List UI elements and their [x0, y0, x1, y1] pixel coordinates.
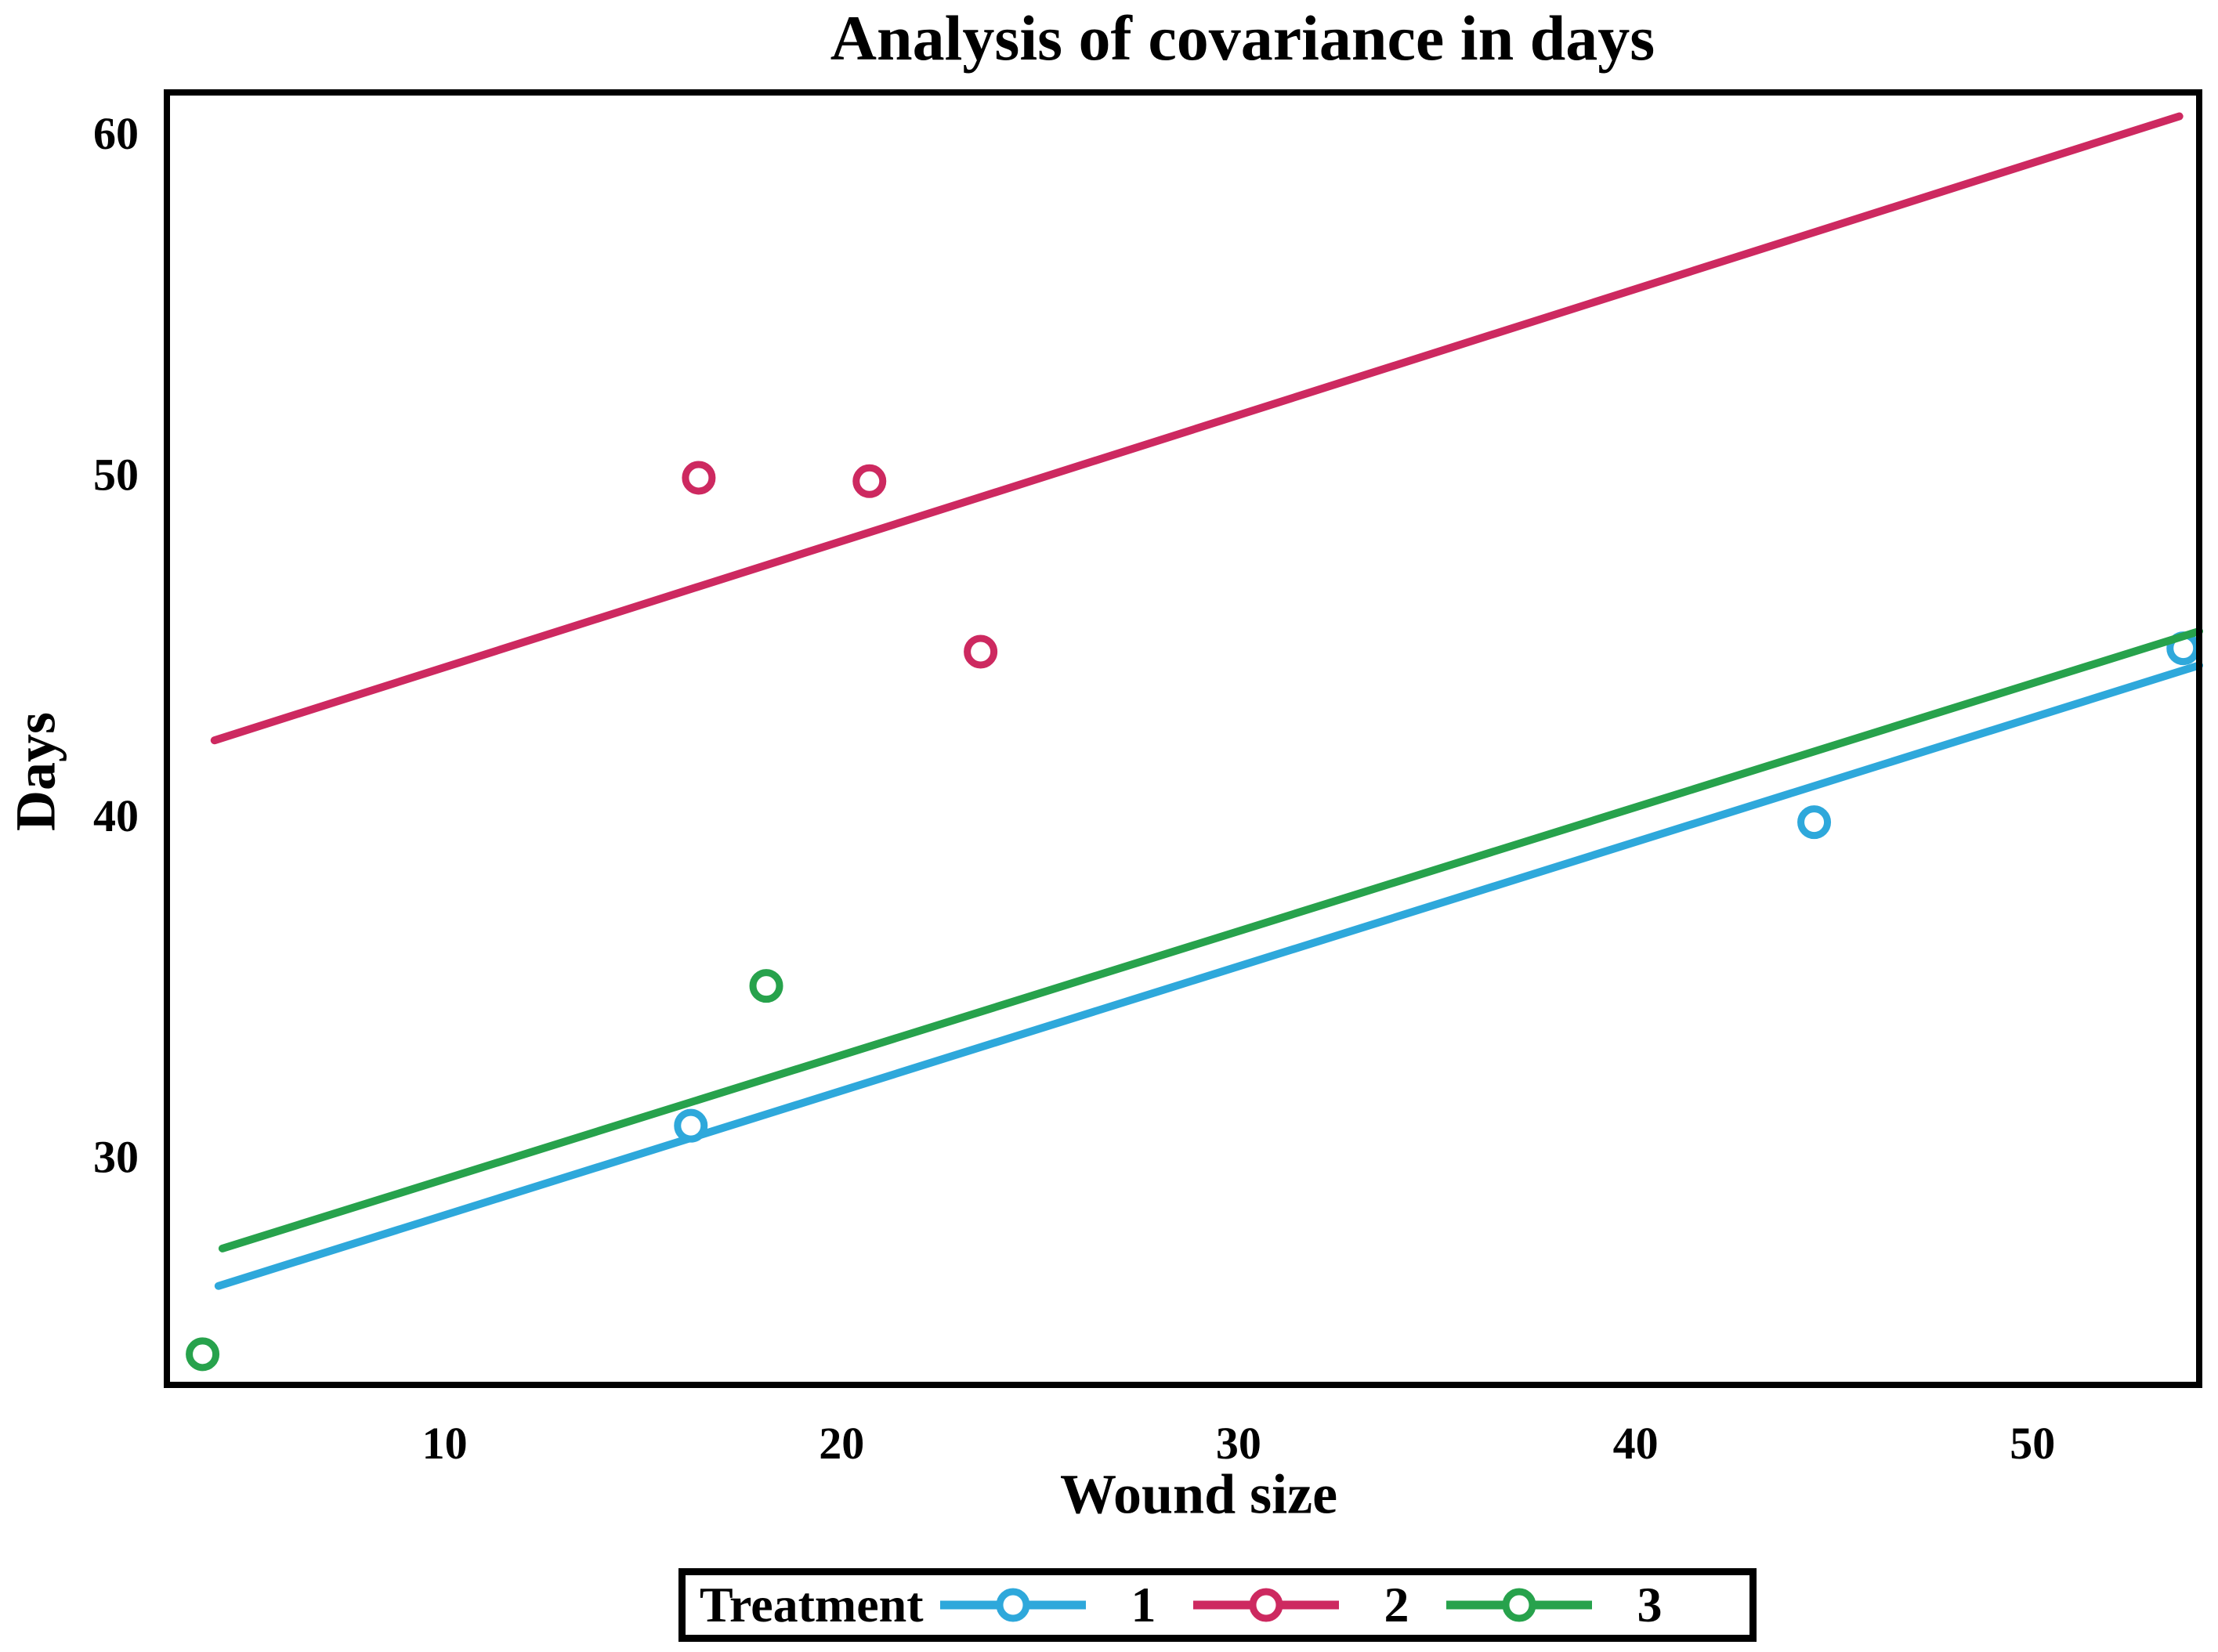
- regression-line-treatment-3: [218, 627, 2203, 1253]
- y-tick-label-60: 60: [93, 108, 139, 159]
- legend-circle-treatment-3: [1502, 1588, 1536, 1622]
- legend-label-treatment-1: 1: [1131, 1577, 1156, 1632]
- legend-label-treatment-2: 2: [1384, 1577, 1409, 1632]
- data-point-treatment-3: [749, 969, 783, 1003]
- data-point-treatment-2: [964, 634, 998, 669]
- chart-title: Analysis of covariance in days: [830, 2, 1655, 74]
- legend-title: Treatment: [700, 1577, 924, 1632]
- x-axis-label: Wound size: [1059, 1462, 1338, 1526]
- plot-background: [167, 92, 2199, 1385]
- legend-circle-treatment-2: [1249, 1588, 1283, 1622]
- data-point-treatment-3: [186, 1337, 220, 1372]
- data-point-treatment-1: [674, 1108, 708, 1143]
- y-tick-label-40: 40: [93, 790, 139, 841]
- x-tick-label-40: 40: [1613, 1418, 1659, 1469]
- data-point-treatment-1: [1797, 805, 1832, 840]
- plot-border: [164, 89, 2202, 1388]
- legend: Treatment 1 2 3: [678, 1568, 1757, 1642]
- regression-line-treatment-1: [214, 661, 2203, 1290]
- legend-circle-treatment-1: [996, 1588, 1030, 1622]
- legend-item-treatment-3: 3: [1445, 1576, 1683, 1634]
- y-axis-label: Days: [4, 711, 67, 832]
- x-tick-label-10: 10: [422, 1418, 468, 1469]
- legend-item-treatment-1: 1: [939, 1576, 1177, 1634]
- data-point-treatment-2: [682, 461, 716, 495]
- regression-line-treatment-2: [210, 112, 2184, 745]
- x-tick-label-50: 50: [2010, 1418, 2055, 1469]
- legend-marker-treatment-3-icon: [1445, 1587, 1594, 1623]
- legend-marker-treatment-2-icon: [1192, 1587, 1341, 1623]
- legend-item-treatment-2: 2: [1192, 1576, 1430, 1634]
- x-tick-label-20: 20: [819, 1418, 864, 1469]
- x-tick-label-30: 30: [1216, 1418, 1261, 1469]
- y-tick-label-50: 50: [93, 450, 139, 501]
- y-tick-label-30: 30: [93, 1131, 139, 1182]
- legend-marker-treatment-1-icon: [939, 1587, 1087, 1623]
- legend-label-treatment-3: 3: [1637, 1577, 1663, 1632]
- data-point-treatment-2: [852, 464, 887, 498]
